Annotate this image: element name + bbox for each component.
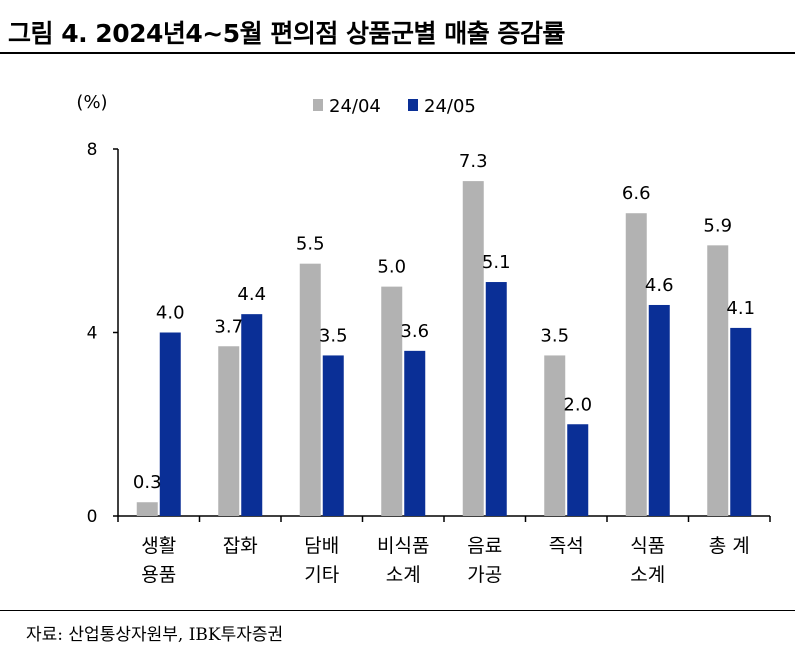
data-label-series-2: 2.0 bbox=[563, 394, 592, 415]
bar-series-1 bbox=[625, 213, 647, 516]
y-tick-label: 4 bbox=[87, 324, 98, 344]
category-label: 소계 bbox=[630, 564, 665, 586]
data-label-series-1: 5.0 bbox=[377, 257, 406, 278]
bars bbox=[136, 181, 752, 517]
data-label-series-1: 0.3 bbox=[133, 472, 162, 493]
bar-series-1 bbox=[462, 181, 484, 517]
bar-chart: (%) 24/04 24/05 0 4 8 0.3 3.7 5.5 5.0 7.3 3.5 6.6… bbox=[76, 92, 771, 586]
category-label: 즉석 bbox=[549, 535, 584, 557]
bar-series-2 bbox=[404, 350, 426, 516]
y-axis: 0 4 8 bbox=[87, 140, 119, 527]
category-label: 가공 bbox=[467, 564, 502, 586]
category-label: 소계 bbox=[386, 564, 421, 586]
category-label: 생활 bbox=[141, 535, 176, 557]
bar-series-1 bbox=[707, 245, 729, 516]
category-label: 음료 bbox=[467, 535, 502, 557]
bar-series-2 bbox=[159, 332, 181, 516]
title-rule bbox=[0, 52, 795, 54]
category-label: 총 계 bbox=[709, 535, 750, 557]
category-label: 비식품 bbox=[377, 535, 429, 557]
category-label: 잡화 bbox=[223, 535, 258, 557]
data-label-series-1: 7.3 bbox=[459, 151, 488, 172]
legend-label-2: 24/05 bbox=[424, 96, 476, 117]
data-labels: 0.3 3.7 5.5 5.0 7.3 3.5 6.6 5.9 4.0 4.4 3.5 3.6 5.1 2… bbox=[133, 151, 755, 493]
category-label: 용품 bbox=[141, 564, 176, 586]
bar-series-2 bbox=[485, 282, 507, 516]
category-label: 식품 bbox=[630, 535, 665, 557]
data-label-series-1: 6.6 bbox=[622, 183, 651, 204]
y-tick-label: 8 bbox=[87, 140, 98, 160]
bar-series-2 bbox=[730, 327, 752, 516]
category-label: 기타 bbox=[304, 564, 339, 586]
data-label-series-2: 3.6 bbox=[400, 321, 429, 342]
data-label-series-2: 5.1 bbox=[482, 252, 511, 273]
bar-series-2 bbox=[648, 304, 670, 516]
data-label-series-1: 5.9 bbox=[703, 215, 732, 236]
legend-swatch-1 bbox=[313, 99, 323, 111]
data-label-series-2: 4.6 bbox=[645, 275, 674, 296]
bar-series-1 bbox=[544, 355, 566, 516]
data-label-series-1: 5.5 bbox=[296, 234, 325, 255]
legend-swatch-2 bbox=[408, 99, 418, 111]
y-axis-unit-label: (%) bbox=[76, 92, 107, 113]
data-label-series-2: 4.1 bbox=[726, 298, 755, 319]
figure-title: 그림 4. 2024년4~5월 편의점 상품군별 매출 증감률 bbox=[8, 19, 565, 48]
data-label-series-2: 4.4 bbox=[237, 284, 266, 305]
bar-series-1 bbox=[381, 286, 403, 516]
legend: 24/04 24/05 bbox=[313, 96, 476, 117]
data-label-series-1: 3.7 bbox=[214, 316, 243, 337]
data-label-series-1: 3.5 bbox=[540, 325, 569, 346]
data-label-series-2: 4.0 bbox=[156, 303, 185, 324]
bar-series-1 bbox=[218, 346, 240, 516]
category-label: 담배 bbox=[304, 535, 339, 557]
legend-label-1: 24/04 bbox=[329, 96, 381, 117]
footer-rule bbox=[0, 610, 795, 611]
bar-series-2 bbox=[322, 355, 344, 516]
data-label-series-2: 3.5 bbox=[319, 325, 348, 346]
source-note: 자료: 산업통상자원부, IBK투자증권 bbox=[26, 625, 284, 645]
bar-series-2 bbox=[567, 424, 589, 516]
bar-series-2 bbox=[241, 314, 263, 516]
bar-series-1 bbox=[299, 263, 321, 516]
bar-series-1 bbox=[136, 502, 158, 516]
y-tick-label: 0 bbox=[87, 507, 98, 527]
x-axis bbox=[117, 515, 771, 522]
